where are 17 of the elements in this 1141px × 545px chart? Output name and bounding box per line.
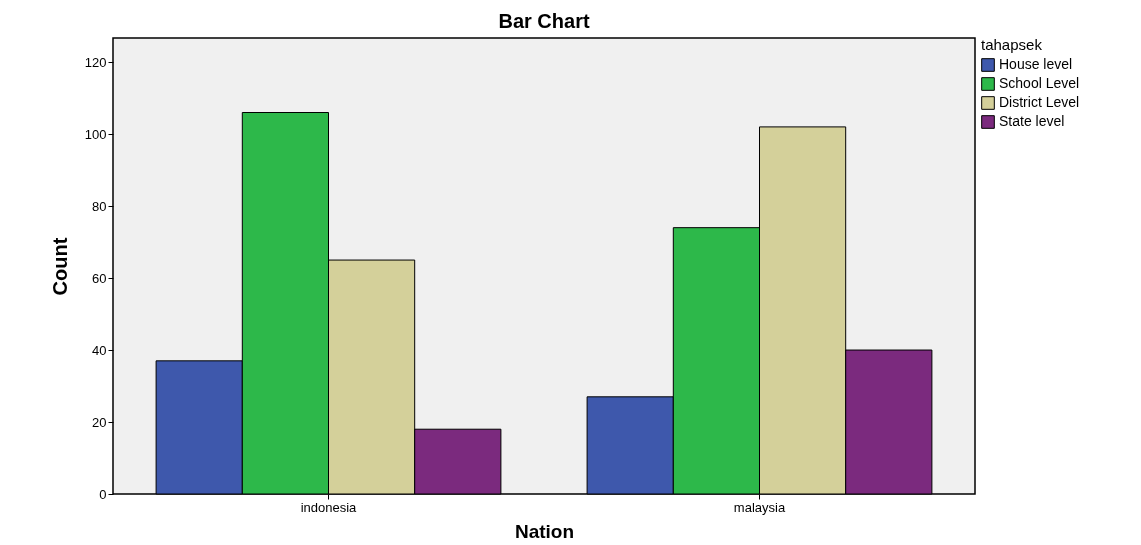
legend-label: House level <box>999 56 1073 72</box>
y-tick-label: 40 <box>92 342 107 358</box>
y-tick-label: 100 <box>84 126 107 142</box>
y-tick-label: 120 <box>84 54 107 70</box>
x-tick-label: indonesia <box>300 499 358 515</box>
legend-label: School Level <box>999 75 1080 91</box>
y-tick-label: 60 <box>92 270 107 286</box>
y-tick-label: 80 <box>92 198 107 214</box>
legend-label: State level <box>999 113 1065 129</box>
legend-label: District Level <box>999 94 1080 110</box>
y-tick-label: 0 <box>99 486 107 502</box>
x-tick-label: malaysia <box>733 499 786 515</box>
chart-title: Bar Chart <box>498 10 590 32</box>
legend-title: tahapsek <box>981 36 1043 53</box>
x-axis-title: Nation <box>514 520 575 542</box>
y-tick-label: 20 <box>92 414 107 430</box>
y-axis-title: Count <box>48 237 71 296</box>
